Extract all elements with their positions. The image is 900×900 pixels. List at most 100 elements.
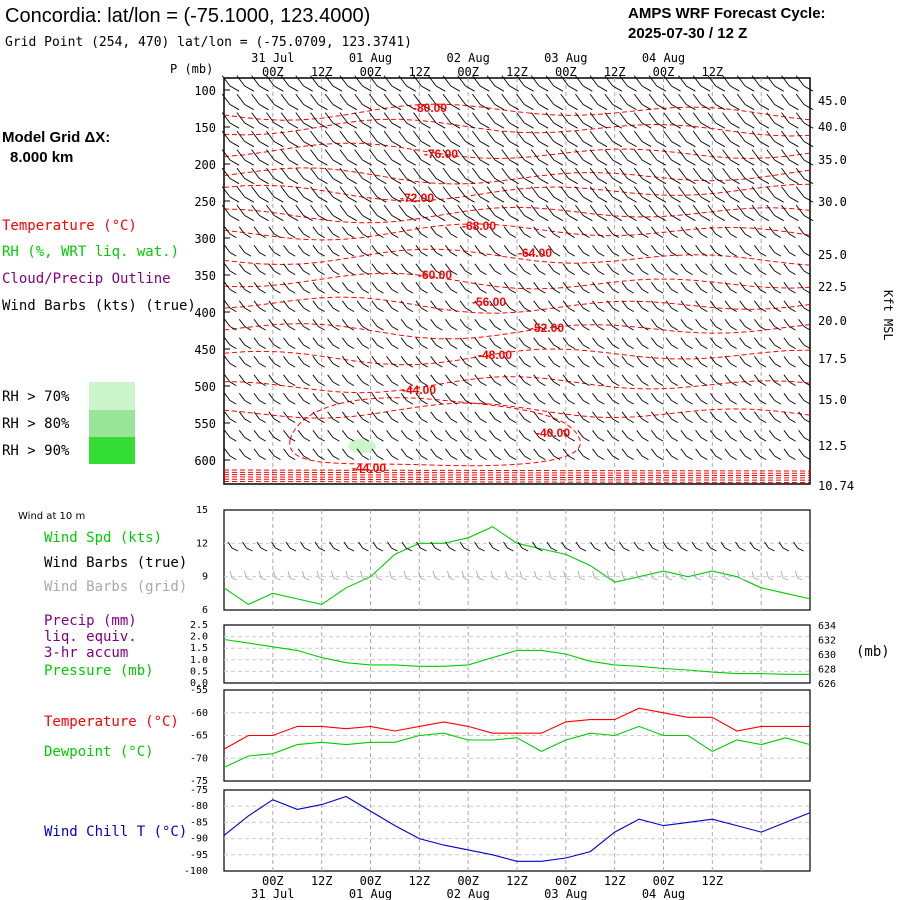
- wind-barb-grid: [418, 570, 426, 581]
- wind-barb: [221, 204, 240, 222]
- wind-barb: [709, 374, 723, 386]
- wind-barb: [680, 337, 693, 349]
- wind-barb: [783, 282, 796, 294]
- wind-barb-true: [749, 541, 761, 552]
- wind-barb: [236, 186, 255, 203]
- wind-barb: [754, 356, 767, 368]
- wind-barb: [548, 263, 561, 275]
- pressure-tick-label: 628: [818, 665, 836, 676]
- wind-barb: [795, 186, 814, 203]
- wind-barb: [548, 245, 561, 257]
- wind-barb: [636, 319, 649, 331]
- wind-barb: [533, 374, 546, 386]
- wind-barb: [297, 448, 311, 460]
- wind-barb: [442, 75, 461, 92]
- wind-barb-true: [488, 541, 500, 552]
- isotherm-surface-line: [223, 481, 811, 483]
- panel-ytick-label: -95: [190, 850, 208, 861]
- wind-barb: [474, 337, 487, 349]
- wind-barb: [636, 263, 649, 275]
- wind-barb: [398, 167, 416, 185]
- panel-ytick-label: -80: [190, 801, 208, 812]
- wind-barb: [398, 75, 416, 92]
- wind-barb: [445, 337, 458, 349]
- wind-barb: [575, 130, 593, 148]
- wind-barb: [224, 448, 237, 460]
- wind-barb-true: [706, 541, 717, 552]
- panel-ytick-label: 1.5: [190, 643, 208, 654]
- wind-barb: [413, 149, 431, 166]
- wind-barb-grid: [534, 570, 542, 581]
- wind-barb: [604, 186, 623, 203]
- wind-barb: [415, 300, 428, 312]
- wind-barb: [633, 149, 652, 166]
- wind-barb: [442, 204, 461, 222]
- wind-barb: [768, 430, 782, 442]
- isotherm-pocket: [289, 397, 581, 467]
- wind-barb: [503, 393, 517, 405]
- wind-barb: [575, 186, 593, 203]
- wind-barb: [489, 300, 502, 312]
- wind-barb: [310, 204, 328, 222]
- height-tick-label: 40.0: [818, 120, 847, 134]
- wind-barb: [665, 393, 679, 405]
- wind-barb: [224, 430, 237, 442]
- top-time-tick: 00Z: [360, 65, 382, 79]
- wind-barb: [472, 75, 490, 92]
- wind-barb: [592, 411, 605, 423]
- wind-barb: [415, 263, 428, 275]
- chill-panel: -75 -80 -85 -90 -95 -100: [184, 785, 811, 877]
- wind-barb: [371, 411, 384, 423]
- wind-barb: [310, 130, 328, 148]
- wind-barb: [268, 393, 281, 405]
- wind-barb: [268, 319, 281, 331]
- wind-barb: [445, 245, 458, 257]
- wind-barb: [533, 393, 546, 405]
- wind-barb: [503, 245, 517, 257]
- wind-barb: [795, 130, 814, 148]
- wind-barb: [472, 130, 490, 148]
- wind-barb: [621, 393, 634, 405]
- wind-barb: [663, 186, 681, 203]
- wind-barb: [739, 245, 752, 257]
- wind-barb: [238, 393, 252, 405]
- wind-barb: [371, 337, 384, 349]
- wind-barb: [692, 75, 711, 92]
- wind-barb: [783, 374, 796, 386]
- wind-barb: [489, 319, 502, 331]
- wind-barb: [297, 430, 311, 442]
- wind-barb: [472, 112, 490, 129]
- wind-barb: [533, 282, 546, 294]
- wind-barb: [283, 300, 296, 312]
- chart-title: Concordia: lat/lon = (-75.1000, 123.4000…: [5, 5, 370, 27]
- wind-barb: [427, 204, 446, 222]
- wind-barb: [663, 75, 681, 92]
- wind-barb: [474, 263, 487, 275]
- bottom-time-tick: 12Z: [604, 874, 626, 888]
- pressure-tick-label: 150: [194, 121, 216, 135]
- wind-barb: [324, 167, 343, 185]
- wind-barb: [604, 112, 623, 129]
- wind-barb: [398, 204, 416, 222]
- wind-barb: [724, 319, 737, 331]
- wind-barb: [221, 167, 240, 185]
- panel-ytick-label: 2.0: [190, 632, 208, 643]
- wind-barb: [489, 393, 502, 405]
- wind-barb: [312, 300, 325, 312]
- panel-ytick-label: -75: [190, 776, 208, 787]
- wind-barb: [592, 448, 605, 460]
- wind-barb: [695, 245, 708, 257]
- wind-barb: [324, 112, 343, 129]
- wind-barb: [709, 226, 723, 238]
- wind-barb: [533, 300, 546, 312]
- isotherm-label: -48.00: [478, 348, 512, 362]
- isotherm-surface-line: [223, 471, 811, 474]
- wind-barb: [400, 374, 414, 386]
- wind-barb: [589, 204, 608, 222]
- legend-wind-barbs-grid: Wind Barbs (grid): [44, 579, 187, 595]
- wind-barb: [503, 337, 517, 349]
- panel-ytick-label: -70: [190, 753, 208, 764]
- wind-barb: [251, 204, 269, 222]
- wind-barb: [589, 186, 608, 203]
